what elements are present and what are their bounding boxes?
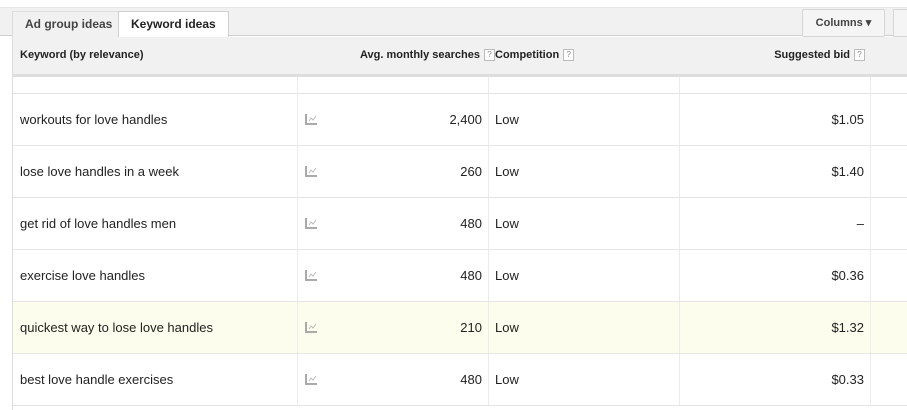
keyword-cell: quickest way to lose love handles: [20, 320, 213, 335]
bid-cell: $0.33: [831, 372, 864, 387]
download-button[interactable]: [893, 9, 907, 37]
competition-cell: Low: [495, 216, 519, 231]
searches-cell: 2,400: [449, 112, 482, 127]
table-border: [12, 36, 13, 410]
searches-cell: 210: [460, 320, 482, 335]
header-competition-label: Competition: [495, 49, 560, 61]
header-keyword-label: Keyword (by relevance): [20, 49, 144, 61]
spacer-row: [13, 77, 907, 94]
table-row: exercise love handles 480 Low $0.36: [13, 250, 907, 302]
bid-cell: $0.36: [831, 268, 864, 283]
header-bid-label: Suggested bid: [774, 49, 850, 61]
table-row: lose love handles in a week 260 Low $1.4…: [13, 146, 907, 198]
competition-cell: Low: [495, 112, 519, 127]
table-row: quickest way to lose love handles 210 Lo…: [13, 302, 907, 354]
competition-cell: Low: [495, 164, 519, 179]
bid-cell: $1.32: [831, 320, 864, 335]
trend-chart-icon[interactable]: [305, 321, 318, 333]
competition-cell: Low: [495, 372, 519, 387]
trend-chart-icon[interactable]: [305, 373, 318, 385]
trend-chart-icon[interactable]: [305, 217, 318, 229]
searches-cell: 480: [460, 216, 482, 231]
help-icon[interactable]: ?: [854, 49, 865, 62]
table-row: best love handle exercises 480 Low $0.33: [13, 354, 907, 406]
help-icon[interactable]: ?: [563, 49, 575, 62]
bid-cell: $1.05: [831, 112, 864, 127]
trend-chart-icon[interactable]: [305, 269, 318, 281]
searches-cell: 480: [460, 372, 482, 387]
table-row: get rid of love handles men 480 Low –: [13, 198, 907, 250]
searches-cell: 260: [460, 164, 482, 179]
keyword-cell: lose love handles in a week: [20, 164, 179, 179]
competition-cell: Low: [495, 320, 519, 335]
bid-cell: –: [856, 216, 864, 231]
keyword-table: workouts for love handles 2,400 Low $1.0…: [13, 77, 907, 406]
tab-ad-group-ideas[interactable]: Ad group ideas: [12, 11, 126, 37]
header-keyword[interactable]: Keyword (by relevance): [20, 49, 144, 61]
trend-chart-icon[interactable]: [305, 113, 318, 125]
header-bid[interactable]: Suggested bid?: [774, 49, 865, 62]
bid-cell: $1.40: [831, 164, 864, 179]
table-row: workouts for love handles 2,400 Low $1.0…: [13, 94, 907, 146]
help-icon[interactable]: ?: [484, 49, 495, 62]
keyword-cell: best love handle exercises: [20, 372, 174, 387]
trend-chart-icon[interactable]: [305, 165, 318, 177]
header-competition[interactable]: Competition?: [495, 49, 575, 62]
keyword-cell: exercise love handles: [20, 268, 146, 283]
searches-cell: 480: [460, 268, 482, 283]
columns-button[interactable]: Columns ▾: [802, 9, 885, 37]
tab-keyword-ideas[interactable]: Keyword ideas: [118, 11, 229, 39]
header-searches-label: Avg. monthly searches: [359, 49, 480, 61]
keyword-cell: workouts for love handles: [20, 112, 168, 127]
tab-bar: Ad group ideas Keyword ideas Columns ▾: [0, 8, 907, 39]
header-searches[interactable]: Avg. monthly searches?: [359, 49, 495, 62]
top-divider: [0, 7, 907, 8]
table-header: Keyword (by relevance) Avg. monthly sear…: [13, 37, 907, 77]
competition-cell: Low: [495, 268, 519, 283]
keyword-cell: get rid of love handles men: [20, 216, 177, 231]
